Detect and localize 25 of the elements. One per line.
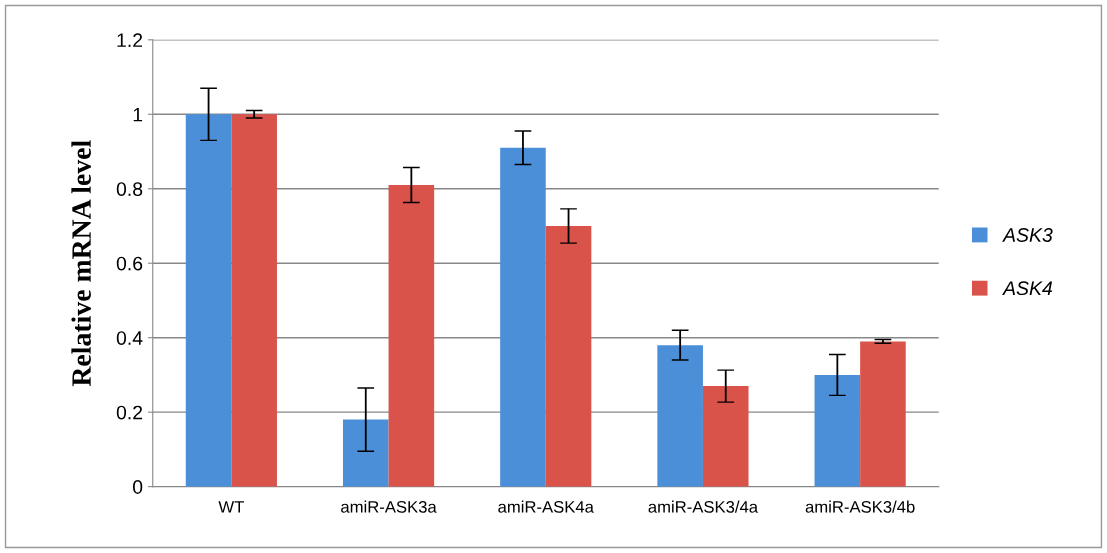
y-tick-label: 0 <box>132 480 143 494</box>
y-tick-label: 0.6 <box>116 256 143 271</box>
bar <box>185 114 232 487</box>
bar <box>657 345 703 487</box>
bar <box>814 374 861 487</box>
bar <box>702 386 749 487</box>
y-tick-label: 0.2 <box>116 405 143 420</box>
bar <box>342 419 389 487</box>
x-tick-label: amiR-ASK3/4b <box>805 500 915 513</box>
x-tick-label: amiR-ASK3a <box>341 500 437 513</box>
legend-label: ASK3 <box>1002 228 1053 242</box>
y-tick-label: 1 <box>133 107 143 122</box>
y-tick-label: 1.2 <box>117 33 143 47</box>
bar <box>860 341 906 487</box>
bar <box>231 114 277 487</box>
y-axis-title: Relative mRNA level <box>71 140 91 387</box>
bar <box>388 185 435 487</box>
y-tick-label: 0.8 <box>116 182 143 196</box>
y-tick-label: 0.4 <box>116 331 143 345</box>
x-tick-label: WT <box>218 501 244 513</box>
legend-label: ASK4 <box>1002 281 1053 296</box>
bar <box>500 147 546 487</box>
bar <box>545 225 592 487</box>
x-tick-label: amiR-ASK4a <box>498 500 594 513</box>
x-tick-label: amiR-ASK3/4a <box>648 500 759 513</box>
